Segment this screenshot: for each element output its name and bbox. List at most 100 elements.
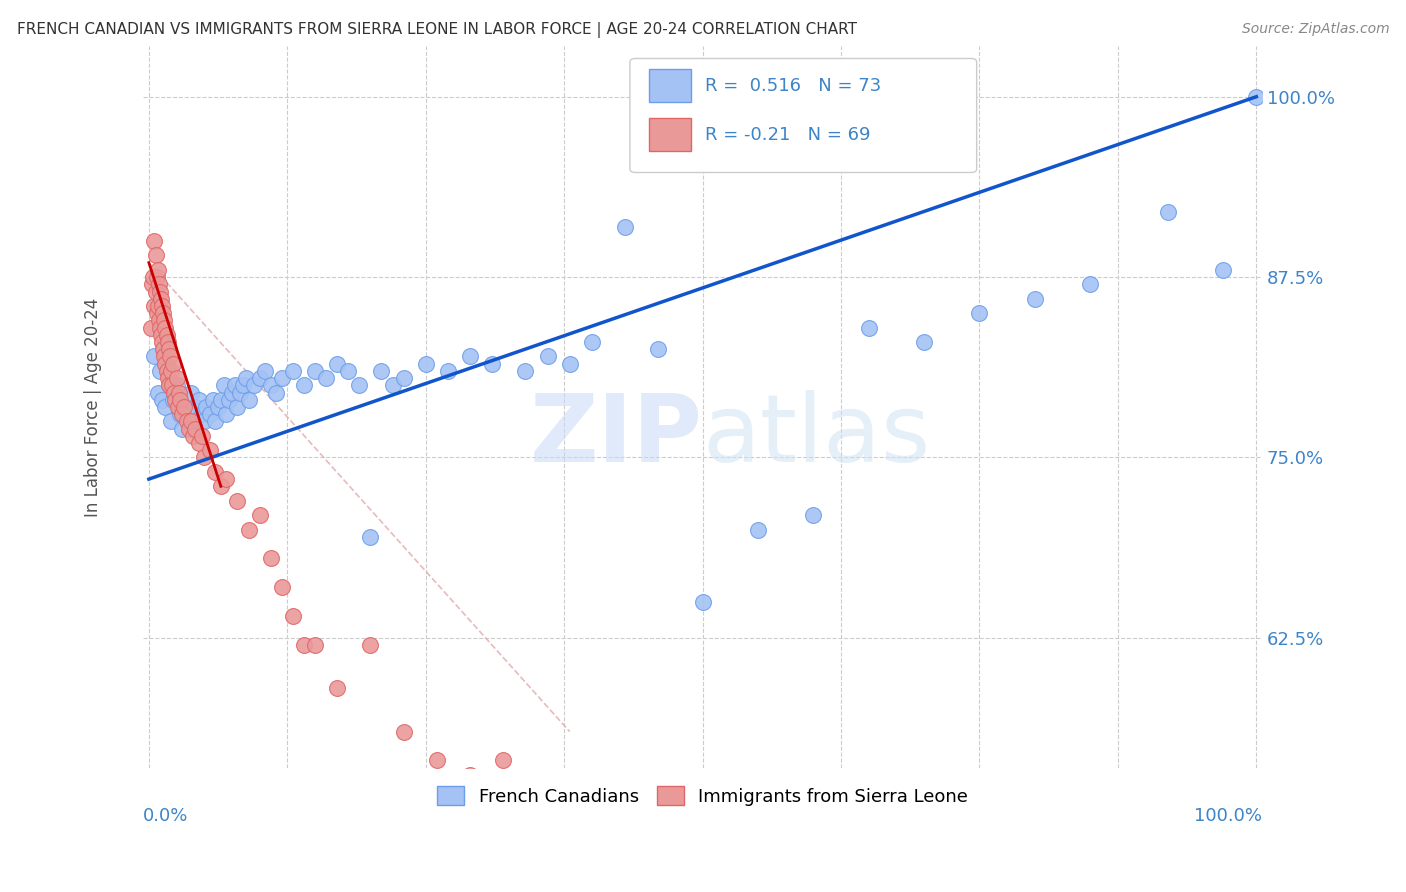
Point	[1212, 263, 1234, 277]
Point	[176, 414, 198, 428]
Point	[150, 299, 173, 313]
FancyBboxPatch shape	[630, 59, 977, 172]
Point	[281, 609, 304, 624]
Point	[152, 306, 174, 320]
Point	[187, 392, 209, 407]
Point	[180, 385, 202, 400]
Point	[143, 299, 166, 313]
Point	[152, 343, 174, 357]
Point	[204, 465, 226, 479]
Point	[166, 400, 188, 414]
Point	[139, 320, 162, 334]
Point	[153, 350, 176, 364]
Point	[172, 422, 194, 436]
Text: 0.0%: 0.0%	[143, 807, 188, 825]
Point	[156, 334, 179, 349]
Point	[181, 429, 204, 443]
Point	[492, 754, 515, 768]
Point	[359, 530, 381, 544]
Point	[260, 551, 283, 566]
Point	[150, 327, 173, 342]
Point	[145, 270, 167, 285]
Point	[141, 277, 163, 292]
Point	[226, 400, 249, 414]
Text: Source: ZipAtlas.com: Source: ZipAtlas.com	[1241, 22, 1389, 37]
Point	[264, 385, 287, 400]
Point	[558, 357, 581, 371]
Point	[415, 357, 437, 371]
Point	[187, 436, 209, 450]
Point	[218, 392, 240, 407]
Point	[260, 378, 283, 392]
Point	[166, 378, 188, 392]
Point	[177, 422, 200, 436]
Point	[912, 334, 935, 349]
Point	[614, 219, 637, 234]
Point	[184, 400, 207, 414]
Point	[155, 364, 177, 378]
Point	[458, 350, 481, 364]
Point	[243, 378, 266, 392]
Point	[392, 724, 415, 739]
Point	[692, 595, 714, 609]
Point	[249, 371, 271, 385]
Point	[209, 479, 232, 493]
Point	[157, 343, 180, 357]
Point	[204, 414, 226, 428]
Point	[173, 400, 195, 414]
Point	[337, 364, 360, 378]
Point	[148, 277, 170, 292]
Point	[254, 364, 277, 378]
Point	[370, 364, 392, 378]
Point	[191, 429, 214, 443]
Point	[159, 350, 181, 364]
Point	[349, 378, 371, 392]
Point	[195, 400, 218, 414]
Point	[169, 407, 191, 421]
Point	[146, 299, 169, 313]
Text: atlas: atlas	[703, 390, 931, 482]
Point	[181, 414, 204, 428]
Point	[381, 378, 404, 392]
Point	[173, 400, 195, 414]
Point	[149, 320, 172, 334]
Point	[226, 493, 249, 508]
Point	[359, 638, 381, 652]
FancyBboxPatch shape	[650, 119, 692, 151]
Point	[162, 392, 184, 407]
Point	[145, 306, 167, 320]
Point	[536, 350, 558, 364]
Point	[270, 371, 292, 385]
Point	[156, 371, 179, 385]
Point	[1246, 89, 1268, 103]
Point	[437, 364, 460, 378]
Point	[184, 422, 207, 436]
Point	[143, 234, 166, 248]
Point	[515, 364, 537, 378]
Point	[157, 378, 180, 392]
Point	[801, 508, 824, 523]
Point	[198, 407, 221, 421]
Point	[326, 357, 349, 371]
Point	[215, 472, 238, 486]
Point	[155, 320, 177, 334]
Point	[180, 414, 202, 428]
Point	[281, 364, 304, 378]
Legend: French Canadians, Immigrants from Sierra Leone: French Canadians, Immigrants from Sierra…	[430, 779, 976, 813]
Point	[145, 285, 167, 299]
Point	[426, 754, 449, 768]
Point	[167, 385, 190, 400]
Point	[292, 378, 315, 392]
Point	[160, 378, 183, 392]
Point	[232, 378, 254, 392]
Point	[160, 364, 183, 378]
Point	[157, 378, 180, 392]
Point	[162, 357, 184, 371]
Point	[153, 313, 176, 327]
Point	[155, 357, 177, 371]
Point	[315, 371, 337, 385]
Point	[149, 364, 172, 378]
Point	[969, 306, 991, 320]
Point	[249, 508, 271, 523]
Point	[304, 638, 326, 652]
